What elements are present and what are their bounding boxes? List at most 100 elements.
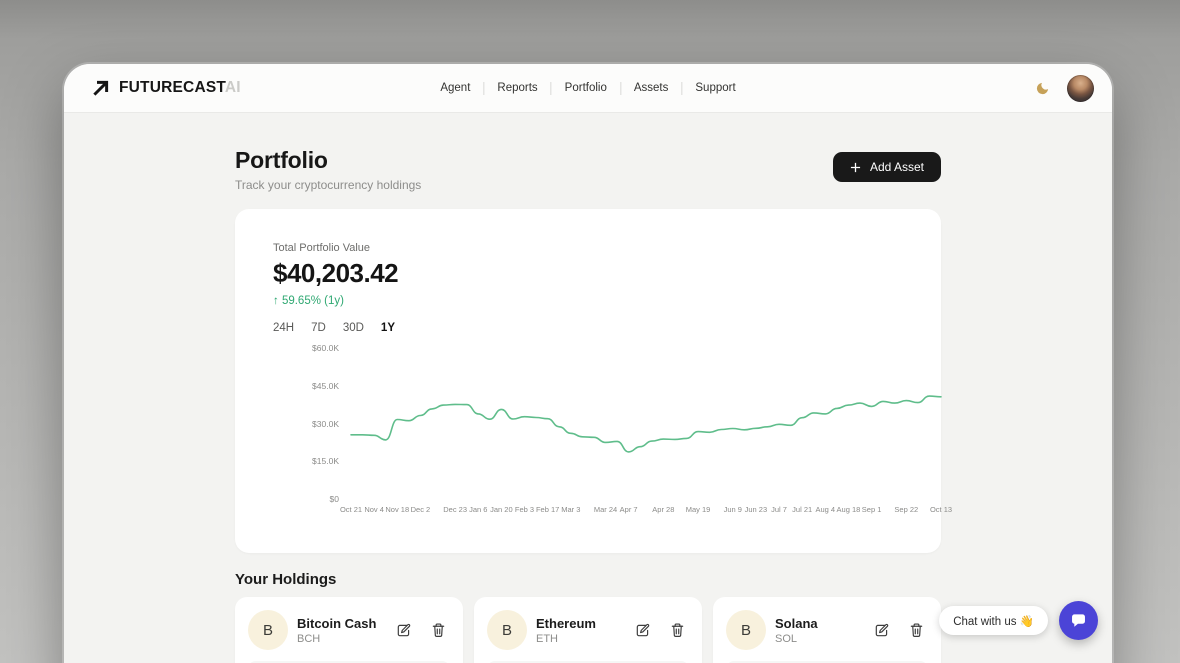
holding-card-eth: B Ethereum ETH (474, 597, 702, 663)
nav-divider (619, 81, 621, 95)
ai-score-pill: AI Score: -1 (Slightly Bearish) +4 (726, 661, 928, 663)
nav-item-portfolio[interactable]: Portfolio (564, 82, 607, 94)
holding-card-header: B Bitcoin Cash BCH (248, 610, 450, 650)
total-value-amount: $40,203.42 (273, 258, 399, 288)
chart-plot-area (350, 395, 942, 453)
x-axis-label: Feb 3 (514, 505, 535, 514)
x-axis-label: Dec 2 (410, 505, 431, 514)
holding-card-bch: B Bitcoin Cash BCH (235, 597, 463, 663)
add-asset-label: Add Asset (869, 160, 924, 174)
coin-ticker: BCH (297, 632, 321, 645)
holding-card-header: B Solana SOL (726, 610, 928, 650)
page-header: Portfolio Track your cryptocurrency hold… (235, 147, 941, 192)
x-axis-label: Jul 7 (771, 505, 787, 514)
ai-score-pill: AI Score: -1 (Slightly Bearish) (248, 661, 450, 663)
x-axis-label: Oct 21 (339, 505, 363, 514)
y-axis-label: $30.0K (312, 418, 339, 429)
edit-pencil-icon (636, 623, 650, 636)
chat-with-us-button[interactable]: Chat with us 👋 (939, 606, 1048, 635)
portfolio-line-chart: $60.0K $45.0K $30.0K $15.0K $0 Oct 21 Nov 4 No… (273, 343, 952, 523)
range-tab-30d[interactable]: 30D (342, 322, 364, 334)
y-axis-label: $15.0K (312, 456, 339, 467)
x-axis-label: Aug 18 (836, 505, 861, 514)
range-tab-1y[interactable]: 1Y (380, 322, 395, 334)
x-axis-label: Jul 21 (792, 505, 813, 514)
delete-asset-button[interactable] (429, 620, 448, 640)
x-axis-label: Oct 13 (929, 505, 953, 514)
holding-card-header: B Ethereum ETH (487, 610, 689, 650)
y-axis-label: $60.0K (312, 343, 339, 353)
x-axis-label: Dec 23 (443, 505, 467, 514)
holding-card-sol: B Solana SOL (713, 597, 941, 663)
nav-item-assets[interactable]: Assets (633, 82, 669, 94)
trash-icon (910, 623, 923, 637)
ai-score-pill: AI Score: -4 (Slightly Bearish) +1 (487, 661, 689, 663)
x-axis-label: Apr 28 (652, 505, 675, 514)
header-actions (1030, 74, 1094, 102)
x-axis-label: Jun 23 (744, 505, 768, 514)
user-avatar[interactable] (1067, 74, 1094, 102)
moon-icon (1036, 82, 1048, 94)
edit-asset-button[interactable] (393, 620, 414, 641)
y-axis-label: $45.0K (312, 380, 339, 391)
nav-divider (681, 81, 683, 95)
coin-ticker: ETH (536, 632, 558, 645)
portfolio-line-series (350, 395, 942, 453)
edit-pencil-icon (875, 623, 889, 636)
x-axis-label: Aug 4 (815, 505, 836, 514)
nav-divider (550, 81, 552, 95)
arrow-up-right-logo-icon (90, 78, 111, 99)
brand-logo[interactable]: FUTURECASTAI (90, 78, 241, 99)
portfolio-value-card: Total Portfolio Value $40,203.42 ↑ 59.65… (235, 209, 952, 553)
range-tab-24h[interactable]: 24H (273, 322, 295, 334)
top-navigation-bar: FUTURECASTAI Agent Reports Portfolio Ass… (64, 64, 1112, 113)
main-content: Portfolio Track your cryptocurrency hold… (235, 113, 952, 663)
total-value-label: Total Portfolio Value (273, 242, 371, 254)
coin-badge: B (248, 610, 288, 650)
nav-divider (483, 81, 485, 95)
x-axis-label: Apr 7 (619, 505, 638, 514)
x-axis-label: Jan 20 (490, 505, 513, 514)
page-subtitle: Track your cryptocurrency holdings (235, 178, 422, 192)
nav-item-reports[interactable]: Reports (497, 82, 538, 94)
coin-ticker: SOL (775, 632, 798, 645)
coin-name: Ethereum (536, 615, 596, 631)
nav-item-agent[interactable]: Agent (440, 82, 471, 94)
trash-icon (671, 623, 684, 637)
coin-name: Solana (775, 615, 818, 631)
page-title: Portfolio (235, 147, 328, 173)
x-axis-label: Mar 3 (561, 505, 581, 514)
brand-name: FUTURECASTAI (119, 79, 241, 96)
theme-toggle-button[interactable] (1030, 76, 1054, 100)
edit-asset-button[interactable] (632, 620, 653, 641)
trash-icon (432, 623, 445, 637)
chart-y-axis: $60.0K $45.0K $30.0K $15.0K $0 (273, 343, 339, 504)
chat-launcher-button[interactable] (1059, 601, 1098, 640)
x-axis-label: Feb 17 (535, 505, 560, 514)
x-axis-label: Sep 22 (894, 505, 919, 514)
edit-pencil-icon (397, 623, 411, 636)
coin-badge: B (726, 610, 766, 650)
range-tab-7d[interactable]: 7D (311, 322, 326, 334)
chat-bubble-icon (1072, 614, 1085, 627)
nav-item-support[interactable]: Support (695, 82, 736, 94)
add-asset-button[interactable]: Add Asset (832, 152, 941, 182)
x-axis-label: May 19 (685, 505, 711, 514)
holdings-heading: Your Holdings (235, 571, 337, 588)
x-axis-label: Sep 1 (861, 505, 882, 514)
x-axis-label: Jan 6 (469, 505, 488, 514)
app-window: FUTURECASTAI Agent Reports Portfolio Ass… (64, 64, 1112, 663)
main-nav: Agent Reports Portfolio Assets Support (440, 81, 736, 95)
delete-asset-button[interactable] (907, 620, 926, 640)
coin-badge: B (487, 610, 527, 650)
holdings-grid: B Bitcoin Cash BCH (235, 597, 941, 663)
plus-icon (850, 162, 861, 172)
x-axis-label: Mar 24 (593, 505, 618, 514)
chart-x-axis: Oct 21 Nov 4 Nov 18 Dec 2 Dec 23 Jan 6 Jan 20 F… (340, 505, 952, 517)
edit-asset-button[interactable] (871, 620, 892, 641)
value-change-badge: ↑ 59.65% (1y) (273, 295, 344, 307)
brand-suffix: AI (224, 79, 241, 96)
delete-asset-button[interactable] (668, 620, 687, 640)
time-range-tabs: 24H 7D 30D 1Y (273, 322, 903, 334)
x-axis-label: Nov 4 (364, 505, 384, 514)
